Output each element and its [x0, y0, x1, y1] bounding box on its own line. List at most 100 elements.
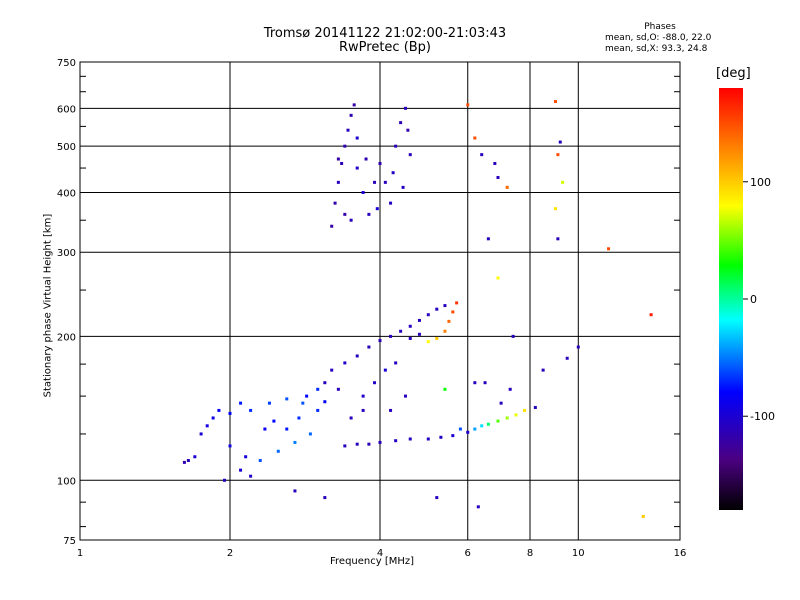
data-point [480, 153, 484, 157]
data-point [403, 394, 407, 398]
data-point [426, 437, 430, 441]
phase-stats-x: mean, sd,X: 93.3, 24.8 [605, 44, 708, 54]
data-point [343, 212, 347, 216]
data-point [249, 474, 253, 478]
data-point [336, 157, 340, 161]
data-point [293, 489, 297, 493]
data-point [349, 416, 353, 420]
x-tick-label: 8 [527, 548, 533, 559]
data-point [399, 121, 403, 125]
data-point [561, 180, 565, 184]
data-point [408, 437, 412, 441]
data-point [375, 207, 379, 211]
data-point [367, 442, 371, 446]
data-points [182, 100, 653, 518]
data-point [394, 361, 398, 365]
data-point [558, 140, 562, 144]
data-point [541, 368, 545, 372]
data-point [435, 336, 439, 340]
data-point [394, 144, 398, 148]
x-axis-ticks: 1 2 4 6 8 10 16 [77, 548, 687, 559]
data-point [389, 201, 393, 205]
data-point [323, 400, 327, 404]
data-point [263, 427, 267, 431]
data-point [346, 128, 350, 132]
data-point [297, 416, 301, 420]
data-point [493, 161, 497, 165]
data-point [323, 381, 327, 385]
data-point [330, 368, 334, 372]
data-point [301, 401, 305, 405]
data-point [447, 319, 451, 323]
chart-subtitle: RwPretec (Bp) [338, 40, 432, 55]
data-point [417, 318, 421, 322]
data-point [505, 416, 509, 420]
data-point [316, 408, 320, 412]
data-point [355, 166, 359, 170]
data-point [305, 394, 309, 398]
data-point [649, 313, 653, 317]
y-tick-label: 600 [57, 104, 76, 115]
data-point [267, 401, 271, 405]
data-point [333, 201, 337, 205]
data-point [293, 440, 297, 444]
data-point [244, 455, 248, 459]
data-point [182, 460, 186, 464]
data-point [417, 332, 421, 336]
data-point [383, 368, 387, 372]
chart-title: Tromsø 20141122 21:02:00-21:03:43 [263, 26, 507, 41]
data-point [486, 422, 490, 426]
data-point [373, 180, 377, 184]
data-point [349, 113, 353, 117]
data-point [343, 144, 347, 148]
y-tick-label: 100 [57, 476, 76, 487]
data-point [523, 408, 527, 412]
data-point [473, 381, 477, 385]
data-point [565, 356, 569, 360]
data-point [228, 444, 232, 448]
data-point [556, 153, 560, 157]
data-point [508, 387, 512, 391]
data-point [406, 128, 410, 132]
data-point [426, 340, 430, 344]
phase-stats-o: mean, sd,O: -88.0, 22.0 [605, 33, 712, 43]
data-point [336, 387, 340, 391]
data-point [483, 381, 487, 385]
data-point [505, 185, 509, 189]
x-axis-label: Frequency [MHz] [330, 556, 415, 567]
data-point [401, 185, 405, 189]
data-point [239, 401, 243, 405]
x-tick-label: 2 [227, 548, 233, 559]
data-point [466, 103, 470, 107]
data-point [186, 458, 190, 462]
data-point [205, 424, 209, 428]
y-tick-label: 750 [57, 58, 76, 69]
data-point [378, 339, 382, 343]
data-point [285, 397, 289, 401]
data-point [466, 430, 470, 434]
data-point [553, 100, 557, 104]
data-point [458, 427, 462, 431]
data-point [389, 334, 393, 338]
data-point [394, 439, 398, 443]
colorbar-ticks: 100 0 -100 [743, 176, 775, 423]
data-point [435, 496, 439, 500]
data-point [408, 336, 412, 340]
data-point [403, 106, 407, 110]
data-point [443, 304, 447, 308]
data-point [193, 455, 197, 459]
data-point [391, 171, 395, 175]
data-point [455, 301, 459, 305]
data-point [199, 432, 203, 436]
x-tick-label: 6 [465, 548, 471, 559]
data-point [641, 514, 645, 518]
plot-frame [79, 61, 681, 541]
data-point [361, 394, 365, 398]
data-point [499, 401, 503, 405]
data-point [556, 237, 560, 241]
colorbar-label: [deg] [716, 66, 751, 81]
data-point [364, 157, 368, 161]
data-point [443, 329, 447, 333]
data-point [553, 207, 557, 211]
